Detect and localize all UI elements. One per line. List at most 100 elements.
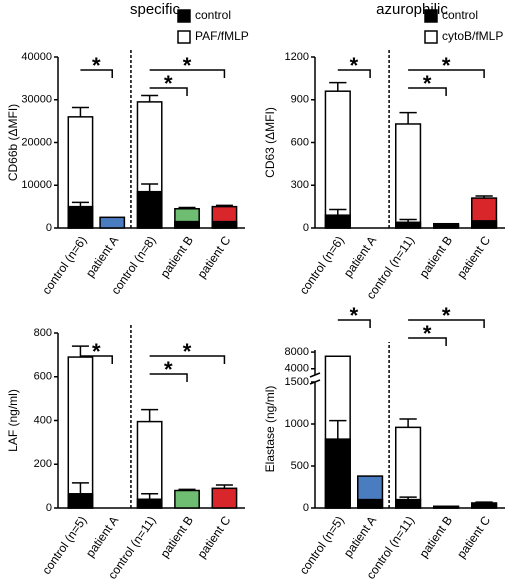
significance-label: *: [423, 71, 432, 96]
bar: [174, 489, 200, 509]
x-tick-label: patient C: [454, 233, 493, 281]
y-tick-label: 30000: [21, 94, 52, 106]
bar: [136, 190, 163, 229]
error-bar: [71, 482, 89, 494]
bar: [211, 220, 238, 229]
bar: [471, 220, 498, 229]
y-tick-label: 300: [291, 179, 309, 191]
bracket-line: [408, 87, 447, 96]
legend-label: PAF/fMLP: [195, 29, 249, 43]
y-axis-label: CD66b (ΔMFI): [6, 104, 20, 181]
x-tick-label: patient B: [417, 234, 456, 281]
y-tick-label: 10000: [21, 179, 52, 191]
significance-label: *: [183, 53, 192, 78]
y-axis-label: LAF (ng/ml): [6, 389, 20, 452]
y-tick-label: 1000: [285, 418, 309, 430]
y-tick-label: 1500: [285, 376, 309, 388]
significance-bracket: *: [408, 303, 485, 328]
legend-swatch: [177, 30, 191, 44]
error-bar: [329, 208, 347, 216]
y-tick-label: 0: [46, 222, 52, 234]
x-tick-label: control (n=5): [39, 514, 89, 577]
y-tick-label: 800: [34, 327, 52, 339]
x-tick-label: patient B: [157, 514, 196, 561]
x-tick-label: patient C: [194, 513, 233, 561]
bracket-line: [337, 319, 371, 328]
error-bar: [399, 418, 417, 428]
significance-bracket: *: [149, 71, 188, 96]
significance-label: *: [164, 357, 173, 382]
bar: [67, 205, 94, 229]
legend-swatch: [424, 30, 438, 44]
error-bar: [399, 111, 417, 124]
significance-bracket: *: [337, 53, 371, 78]
bracket-line: [149, 373, 188, 382]
significance-label: *: [183, 339, 192, 364]
bracket-line: [149, 87, 188, 96]
significance-label: *: [350, 53, 359, 78]
legend-swatch: [424, 9, 438, 23]
x-tick-label: control (n=6): [297, 234, 347, 297]
error-bar: [329, 81, 347, 92]
y-axis-label: Elastase (ng/ml): [263, 386, 277, 473]
bar: [395, 498, 422, 509]
bar: [395, 426, 422, 509]
error-bar: [475, 195, 493, 199]
error-bar: [215, 204, 233, 207]
bracket-line: [149, 355, 226, 364]
y-tick-label: 1200: [285, 51, 309, 63]
error-bar: [178, 488, 196, 491]
error-bar: [141, 493, 159, 500]
legend-swatch: [177, 9, 191, 23]
error-bar: [141, 183, 159, 192]
error-bar: [329, 419, 347, 440]
bar: [174, 220, 200, 229]
significance-label: *: [164, 71, 173, 96]
bracket-line: [337, 69, 371, 78]
y-tick-label: 0: [303, 222, 309, 234]
axis-break: [309, 372, 321, 378]
significance-bracket: *: [149, 53, 226, 78]
bar: [324, 214, 351, 229]
error-bar: [71, 201, 89, 207]
bar: [471, 503, 498, 509]
y-tick-label: 900: [291, 94, 309, 106]
y-tick-label: 0: [46, 502, 52, 514]
error-bar: [178, 206, 196, 209]
significance-label: *: [442, 303, 451, 328]
significance-bracket: *: [149, 357, 188, 382]
significance-bracket: *: [80, 339, 113, 364]
significance-label: *: [350, 303, 359, 328]
legend-label: control: [442, 8, 478, 22]
bracket-line: [408, 69, 485, 78]
error-bar: [215, 484, 233, 489]
legend-label: cytoB/fMLP: [442, 29, 503, 43]
significance-bracket: *: [337, 303, 371, 328]
error-bar: [71, 345, 89, 358]
error-bar: [399, 218, 417, 223]
error-bar: [399, 496, 417, 500]
bar: [395, 221, 422, 229]
x-tick-label: patient C: [454, 513, 493, 561]
y-tick-label: 40000: [21, 51, 52, 63]
bar: [99, 216, 126, 229]
significance-bracket: *: [408, 321, 447, 346]
x-tick-label: patient A: [341, 234, 379, 280]
bar: [211, 487, 238, 509]
y-tick-label: 400: [34, 414, 52, 426]
column-title: specific: [130, 1, 181, 18]
bar: [433, 505, 460, 509]
bar: [324, 438, 351, 509]
y-tick-label: 4000: [285, 363, 309, 375]
y-axis-label: CD63 (ΔMFI): [263, 107, 277, 178]
x-tick-label: patient B: [157, 234, 196, 281]
y-tick-label: 600: [291, 136, 309, 148]
x-tick-label: patient B: [417, 514, 456, 561]
y-tick-label: 20000: [21, 136, 52, 148]
y-tick-label: 8000: [285, 346, 309, 358]
y-tick-label: 200: [34, 458, 52, 470]
significance-bracket: *: [149, 339, 226, 364]
bracket-line: [408, 337, 447, 346]
error-bar: [141, 408, 159, 422]
significance-bracket: *: [80, 53, 113, 78]
